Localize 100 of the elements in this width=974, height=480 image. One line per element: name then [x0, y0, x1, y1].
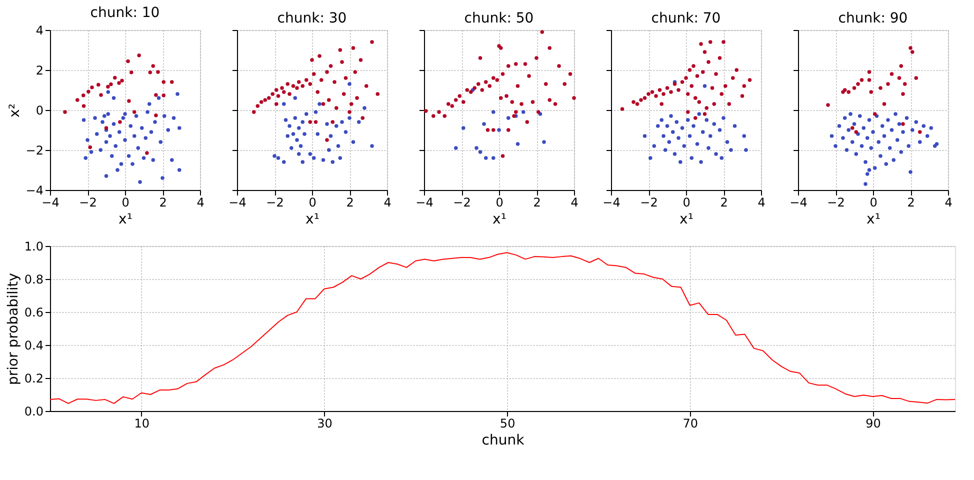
point	[82, 118, 86, 122]
point	[710, 86, 714, 90]
point	[722, 40, 726, 44]
point	[862, 126, 866, 130]
point	[686, 110, 690, 114]
point	[178, 168, 182, 172]
point	[148, 102, 152, 106]
x-tick-label: −2	[79, 196, 97, 210]
point	[338, 48, 342, 52]
point	[96, 82, 100, 87]
point	[841, 136, 845, 140]
point	[639, 98, 643, 102]
y-tick-label: 2	[36, 64, 44, 78]
point	[437, 110, 441, 114]
point	[848, 112, 852, 116]
chart-title: chunk: 90	[838, 10, 908, 26]
point	[908, 170, 912, 174]
point	[376, 92, 380, 96]
y-tick-label: 0	[36, 104, 44, 118]
point	[137, 54, 141, 58]
point	[256, 104, 260, 108]
point	[699, 160, 703, 164]
point	[297, 152, 301, 156]
point	[852, 122, 856, 126]
point	[432, 114, 436, 118]
y-tick-label: 0.2	[24, 372, 44, 386]
point	[130, 162, 134, 166]
point	[90, 86, 94, 90]
point	[284, 118, 288, 122]
point	[291, 84, 296, 88]
x-tick-label: 2	[346, 196, 354, 210]
point	[82, 94, 86, 98]
x-tick-label: −2	[453, 196, 471, 210]
point	[542, 140, 546, 144]
point	[308, 152, 312, 156]
point	[727, 102, 731, 106]
point	[338, 156, 342, 160]
point	[252, 110, 256, 114]
point	[462, 126, 466, 130]
point	[871, 130, 875, 134]
point	[300, 160, 304, 164]
point	[869, 146, 873, 150]
point	[116, 168, 120, 172]
point	[830, 134, 834, 138]
point	[744, 148, 748, 152]
point	[684, 76, 688, 80]
point	[336, 144, 340, 148]
point	[314, 120, 318, 124]
point	[869, 90, 873, 94]
point	[660, 118, 664, 122]
point	[844, 148, 849, 152]
point	[520, 102, 524, 106]
x-tick-label: −4	[416, 196, 434, 210]
point	[342, 92, 346, 96]
x-tick-label: 90	[866, 416, 881, 430]
x-tick-label: 4	[384, 196, 392, 210]
point	[280, 86, 284, 90]
point	[910, 50, 914, 54]
point	[316, 132, 320, 136]
point	[665, 124, 670, 128]
point	[109, 82, 113, 86]
point	[846, 128, 850, 132]
x-tick-label: 2	[533, 196, 541, 210]
line-series	[50, 252, 956, 404]
point	[867, 78, 872, 82]
point	[926, 134, 930, 138]
x-tick-label: 4	[944, 196, 952, 210]
point	[534, 56, 538, 60]
point	[669, 114, 673, 118]
x-tick-label: 4	[758, 196, 766, 210]
point	[720, 92, 724, 96]
point	[718, 56, 722, 60]
y-tick-label: −2	[26, 144, 44, 158]
point	[906, 144, 910, 148]
point	[288, 92, 292, 96]
point	[151, 158, 155, 162]
point	[852, 86, 856, 90]
point	[99, 93, 103, 97]
point	[304, 112, 308, 116]
point	[867, 168, 872, 172]
point	[499, 46, 503, 50]
point	[146, 110, 150, 114]
point	[548, 46, 552, 50]
y-tick-label: −4	[26, 184, 44, 198]
chart-title: chunk: 70	[651, 10, 721, 26]
point	[113, 76, 117, 80]
point	[568, 72, 572, 76]
point	[318, 54, 322, 58]
point	[701, 70, 705, 74]
point	[162, 80, 166, 84]
point	[134, 114, 138, 118]
point	[867, 70, 872, 74]
point	[325, 138, 329, 142]
point	[897, 122, 902, 126]
point	[873, 166, 877, 170]
x-tick-label: 4	[196, 196, 204, 210]
point	[642, 96, 647, 100]
point	[132, 110, 136, 114]
x-tick-label: −2	[640, 196, 658, 210]
point	[123, 138, 127, 142]
